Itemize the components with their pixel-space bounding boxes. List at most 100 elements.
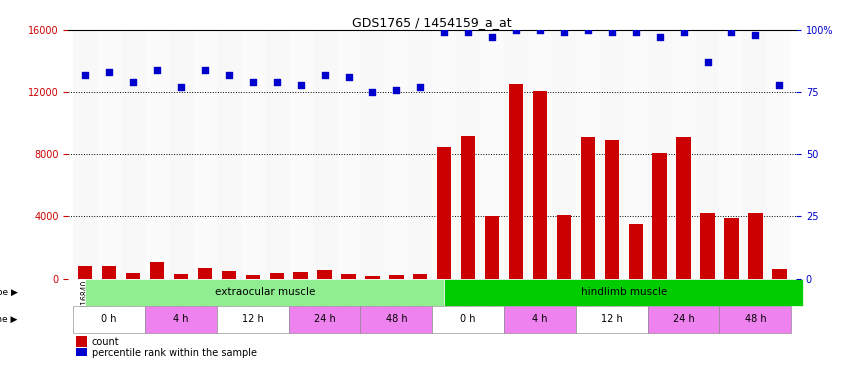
FancyBboxPatch shape bbox=[720, 306, 791, 333]
Bar bbox=[336, 30, 360, 279]
Bar bbox=[504, 30, 528, 279]
Text: percentile rank within the sample: percentile rank within the sample bbox=[92, 348, 257, 358]
Bar bbox=[312, 30, 336, 279]
Bar bbox=[145, 30, 169, 279]
Point bbox=[126, 79, 140, 85]
Bar bbox=[648, 30, 672, 279]
Bar bbox=[342, 274, 356, 279]
Bar bbox=[672, 30, 696, 279]
Point bbox=[366, 89, 379, 95]
Text: cell type ▶: cell type ▶ bbox=[0, 288, 17, 297]
Bar bbox=[408, 30, 432, 279]
FancyBboxPatch shape bbox=[74, 306, 145, 333]
FancyBboxPatch shape bbox=[217, 306, 288, 333]
Bar bbox=[624, 30, 648, 279]
Point bbox=[677, 30, 691, 36]
Point bbox=[150, 67, 163, 73]
Bar bbox=[676, 137, 691, 279]
Point bbox=[748, 32, 762, 38]
Point bbox=[653, 34, 667, 40]
Point bbox=[725, 30, 739, 36]
FancyBboxPatch shape bbox=[648, 306, 720, 333]
Bar bbox=[437, 147, 451, 279]
Bar bbox=[556, 215, 571, 279]
Point bbox=[485, 34, 499, 40]
Bar bbox=[122, 30, 145, 279]
Bar bbox=[528, 30, 552, 279]
Title: GDS1765 / 1454159_a_at: GDS1765 / 1454159_a_at bbox=[353, 16, 512, 29]
Text: 0 h: 0 h bbox=[461, 314, 476, 324]
Text: count: count bbox=[92, 337, 119, 347]
Bar bbox=[724, 218, 739, 279]
Point bbox=[174, 84, 187, 90]
Bar bbox=[628, 224, 643, 279]
Point bbox=[79, 72, 92, 78]
FancyBboxPatch shape bbox=[360, 306, 432, 333]
Point bbox=[389, 87, 403, 93]
FancyBboxPatch shape bbox=[504, 306, 576, 333]
Bar bbox=[580, 137, 595, 279]
Point bbox=[103, 69, 116, 75]
Bar bbox=[270, 273, 284, 279]
Bar bbox=[743, 30, 767, 279]
Bar bbox=[169, 30, 193, 279]
Bar bbox=[217, 30, 241, 279]
Bar bbox=[461, 136, 475, 279]
Bar bbox=[74, 30, 98, 279]
Bar bbox=[360, 30, 384, 279]
Bar bbox=[75, 336, 86, 347]
Bar bbox=[75, 348, 86, 358]
Text: 12 h: 12 h bbox=[242, 314, 264, 324]
Text: 24 h: 24 h bbox=[673, 314, 694, 324]
Bar bbox=[288, 30, 312, 279]
Text: 12 h: 12 h bbox=[601, 314, 622, 324]
Point bbox=[605, 30, 619, 36]
Bar bbox=[700, 213, 715, 279]
Point bbox=[294, 82, 307, 88]
Point bbox=[533, 27, 547, 33]
Bar bbox=[198, 268, 212, 279]
Text: hindlimb muscle: hindlimb muscle bbox=[580, 287, 667, 297]
Bar bbox=[696, 30, 720, 279]
Bar bbox=[456, 30, 480, 279]
Point bbox=[198, 67, 211, 73]
Bar bbox=[552, 30, 576, 279]
FancyBboxPatch shape bbox=[444, 279, 803, 306]
Bar bbox=[480, 30, 504, 279]
Point bbox=[629, 30, 643, 36]
Bar bbox=[174, 274, 188, 279]
Point bbox=[557, 30, 571, 36]
Text: 48 h: 48 h bbox=[385, 314, 407, 324]
Point bbox=[318, 72, 331, 78]
FancyBboxPatch shape bbox=[432, 306, 504, 333]
Point bbox=[246, 79, 259, 85]
Bar bbox=[294, 272, 308, 279]
Bar bbox=[485, 216, 499, 279]
Bar bbox=[102, 266, 116, 279]
Bar bbox=[150, 262, 164, 279]
Point bbox=[222, 72, 235, 78]
Bar bbox=[98, 30, 122, 279]
Text: 4 h: 4 h bbox=[173, 314, 188, 324]
Bar bbox=[366, 276, 379, 279]
Bar bbox=[241, 30, 265, 279]
Bar bbox=[720, 30, 743, 279]
Point bbox=[509, 27, 523, 33]
FancyBboxPatch shape bbox=[288, 306, 360, 333]
Point bbox=[701, 59, 715, 65]
Text: time ▶: time ▶ bbox=[0, 315, 17, 324]
FancyBboxPatch shape bbox=[576, 306, 648, 333]
Bar bbox=[126, 273, 140, 279]
Bar bbox=[78, 267, 92, 279]
Point bbox=[270, 79, 283, 85]
Point bbox=[437, 30, 451, 36]
Bar bbox=[193, 30, 217, 279]
Text: 0 h: 0 h bbox=[101, 314, 117, 324]
Bar bbox=[508, 84, 523, 279]
Text: 24 h: 24 h bbox=[313, 314, 336, 324]
Bar bbox=[532, 91, 547, 279]
Point bbox=[342, 74, 355, 80]
Point bbox=[581, 27, 595, 33]
Bar bbox=[432, 30, 456, 279]
Point bbox=[413, 84, 427, 90]
